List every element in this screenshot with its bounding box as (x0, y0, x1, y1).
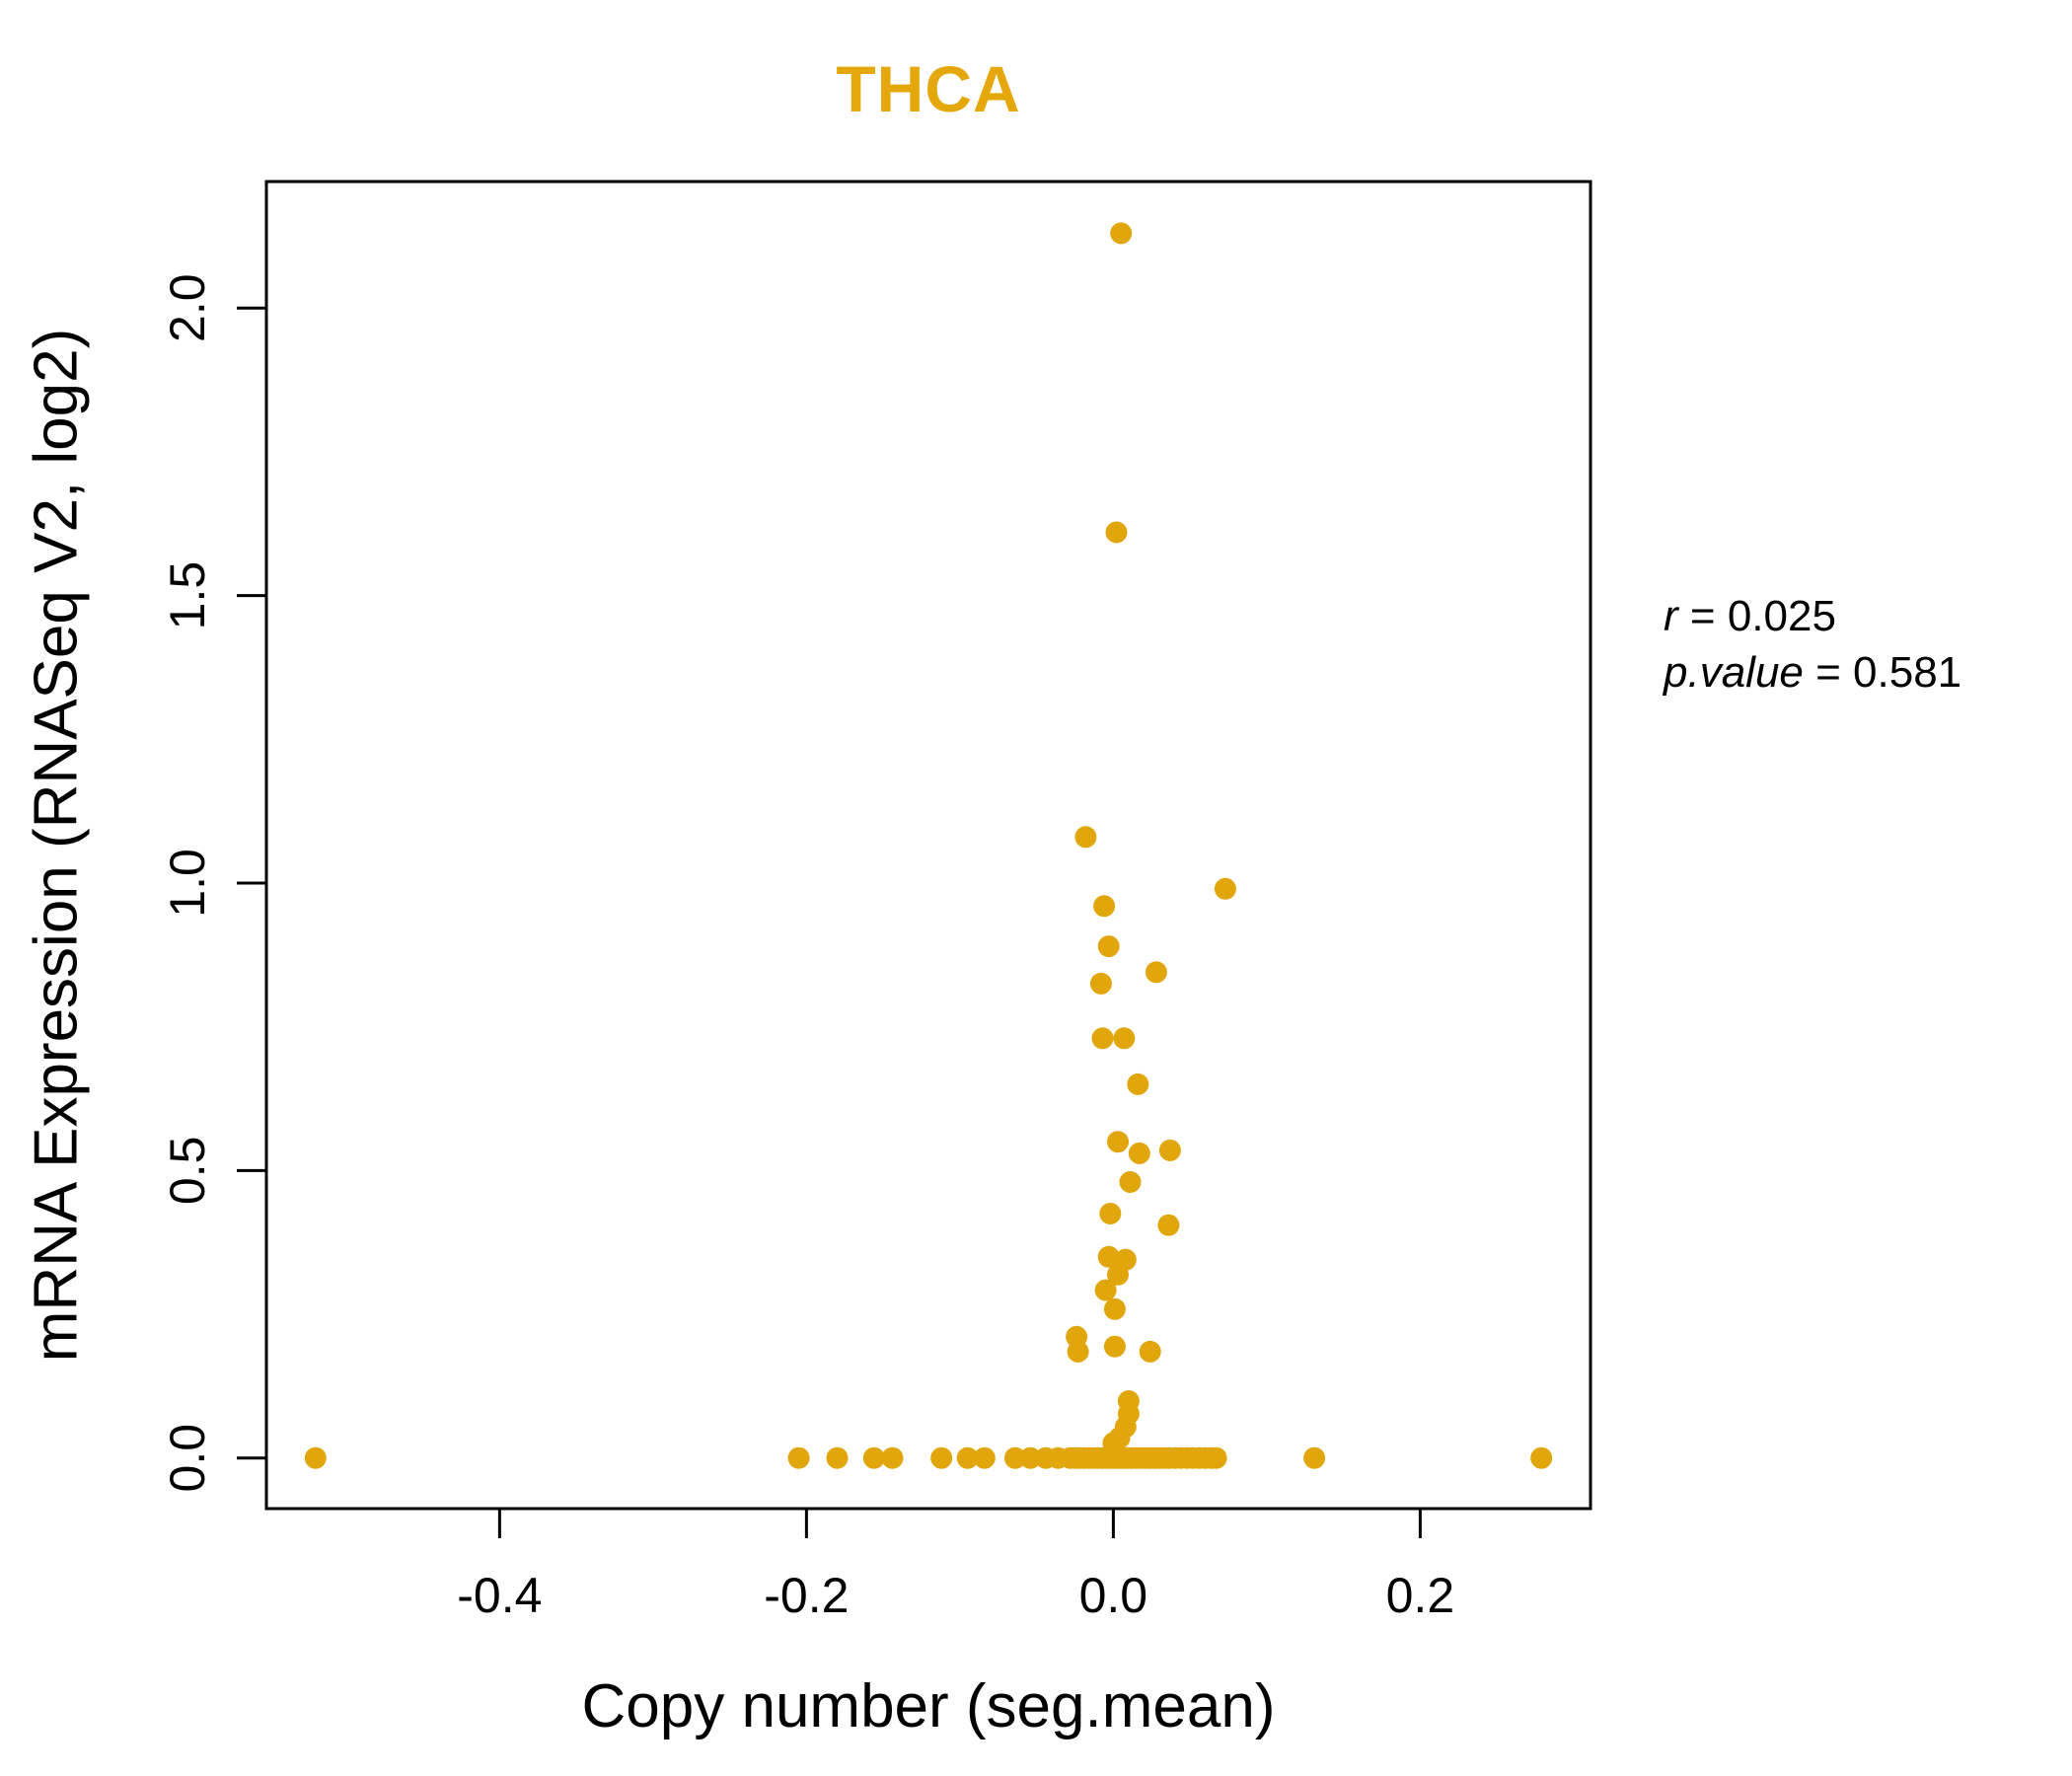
data-point (1099, 1203, 1122, 1224)
y-tick-label: 0.0 (160, 1424, 215, 1493)
data-point (1303, 1446, 1326, 1469)
x-tick-label: -0.4 (457, 1568, 542, 1623)
data-point (1530, 1446, 1553, 1469)
data-point (1097, 935, 1120, 958)
data-point (1139, 1340, 1161, 1363)
data-point (1093, 895, 1116, 918)
data-point (1145, 961, 1167, 984)
data-point (1067, 1340, 1089, 1363)
y-axis-label: mRNA Expression (RNASeq V2, log2) (22, 328, 91, 1363)
chart-title: THCA (836, 52, 1021, 125)
data-point (1091, 1027, 1114, 1050)
x-tick-label: -0.2 (764, 1568, 849, 1623)
data-point (1214, 877, 1236, 900)
y-tick-label: 1.5 (160, 561, 215, 630)
data-point (1127, 1073, 1149, 1095)
data-point (1110, 222, 1133, 245)
data-point (1119, 1171, 1142, 1193)
data-point (787, 1446, 810, 1469)
data-point (826, 1446, 849, 1469)
data-point (1019, 1446, 1042, 1469)
data-point (1113, 1027, 1136, 1050)
x-tick-label: 0.2 (1386, 1568, 1455, 1623)
data-point (862, 1446, 885, 1469)
data-point (1128, 1142, 1150, 1164)
y-tick-label: 0.5 (160, 1137, 215, 1206)
y-tick-label: 1.0 (160, 849, 215, 918)
data-point (304, 1446, 327, 1469)
data-point (956, 1446, 979, 1469)
r-value-line: r = 0.025 (1664, 592, 1836, 640)
data-point (1003, 1446, 1026, 1469)
data-point (1103, 1335, 1126, 1358)
data-point (930, 1446, 953, 1469)
x-tick-label: 0.0 (1079, 1568, 1148, 1623)
data-point (1105, 521, 1128, 544)
data-point (1158, 1139, 1181, 1161)
data-point (1107, 1131, 1129, 1153)
data-point (1107, 1263, 1129, 1286)
data-point (881, 1446, 904, 1469)
p-value-line: p.value = 0.581 (1664, 648, 1962, 698)
x-axis-label: Copy number (seg.mean) (581, 1672, 1276, 1740)
data-point (973, 1446, 996, 1469)
data-point (1157, 1214, 1180, 1236)
data-point (1089, 972, 1112, 995)
data-point (1103, 1297, 1126, 1320)
data-point (1094, 1279, 1117, 1301)
data-point (1074, 826, 1097, 849)
data-point (1097, 1245, 1120, 1268)
y-tick-label: 2.0 (160, 273, 215, 342)
stats-annotation: r = 0.025 p.value = 0.581 (1664, 588, 1961, 701)
data-point (1205, 1446, 1227, 1469)
plot-frame (264, 180, 1592, 1511)
